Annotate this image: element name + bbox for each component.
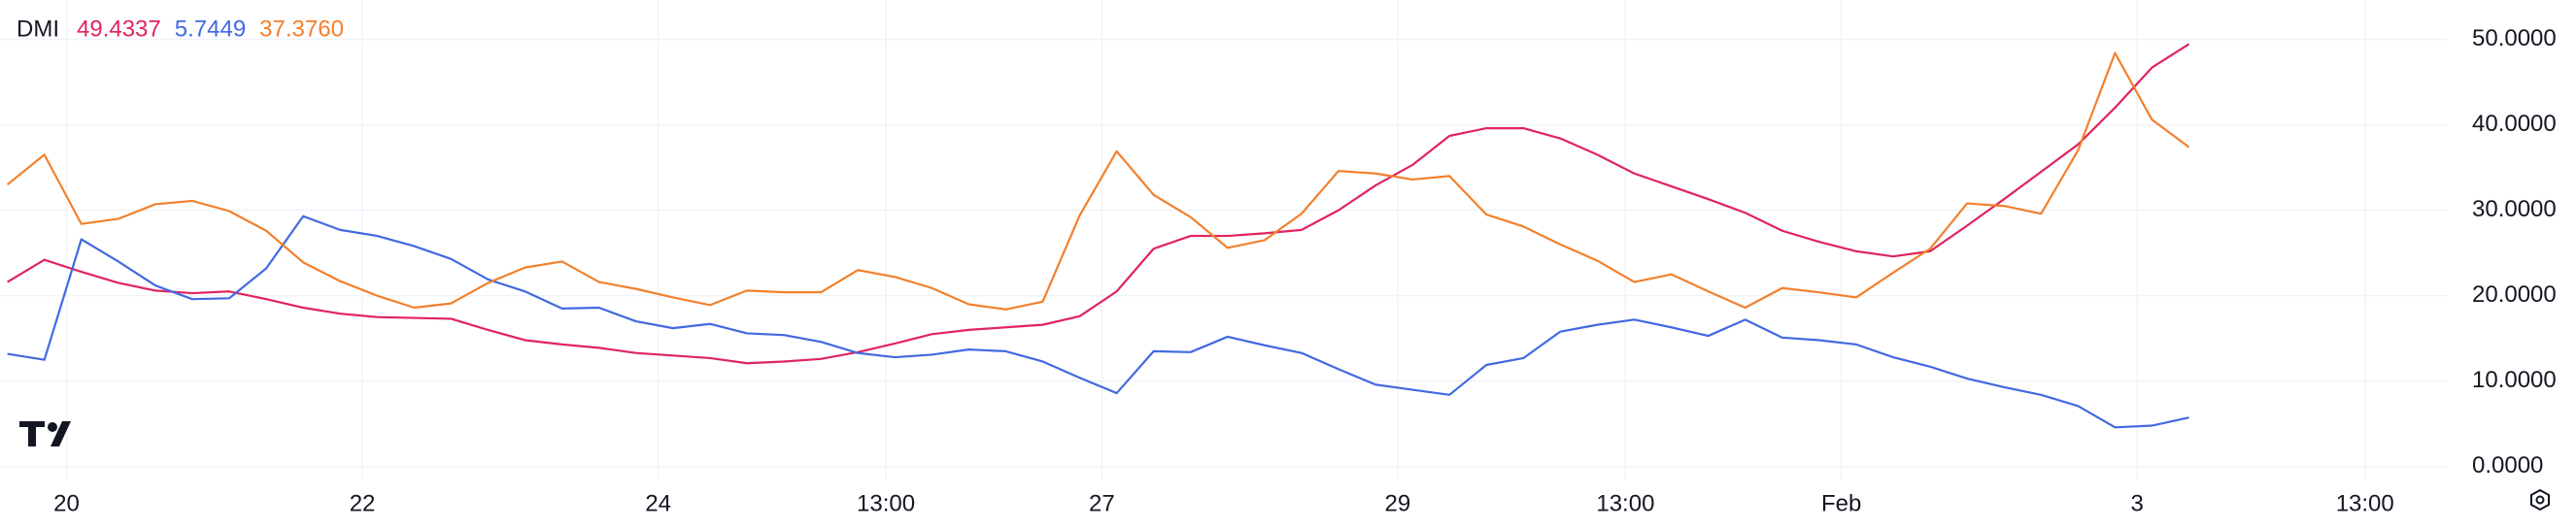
- y-tick-label: 30.0000: [2472, 196, 2557, 222]
- indicator-title: DMI: [17, 16, 59, 42]
- series-line: [7, 43, 2190, 365]
- settings-icon[interactable]: [2530, 488, 2550, 512]
- logo-dot: [48, 422, 57, 432]
- y-tick-label: 10.0000: [2472, 367, 2557, 393]
- y-tick-label: 0.0000: [2472, 452, 2543, 478]
- logo: [19, 421, 71, 446]
- x-tick-label: 27: [1089, 490, 1115, 516]
- x-tick-label: 13:00: [1596, 490, 1654, 516]
- settings-hex[interactable]: [2530, 488, 2550, 512]
- current-value: 5.7449: [175, 16, 246, 42]
- x-tick-label: 20: [53, 490, 80, 516]
- x-tick-label: 24: [645, 490, 671, 516]
- lines: [6, 43, 2190, 429]
- x-tick-label: Feb: [1821, 490, 1861, 516]
- current-value: 37.3760: [259, 16, 344, 42]
- current-value: 49.4337: [77, 16, 161, 42]
- x-tick-label: 13:00: [857, 490, 915, 516]
- x-tick-label: 3: [2131, 490, 2144, 516]
- y-tick-label: 20.0000: [2472, 281, 2557, 308]
- x-tick-label: 13:00: [2336, 490, 2394, 516]
- y-tick-label: 50.0000: [2472, 25, 2557, 51]
- series-line: [6, 51, 2190, 311]
- labels: 0.0000 10.0000 20.0000 30.0000 40.0000 50.000…: [53, 25, 2557, 516]
- series-line: [7, 214, 2189, 429]
- y-tick-label: 40.0000: [2472, 111, 2557, 137]
- logo-mark: [19, 421, 71, 446]
- x-tick-label: 22: [350, 490, 376, 516]
- x-tick-label: 29: [1385, 490, 1411, 516]
- grid: [0, 0, 2448, 479]
- settings-dot[interactable]: [2535, 495, 2545, 505]
- header: DMI 49.4337 5.7449 37.3760: [17, 16, 344, 42]
